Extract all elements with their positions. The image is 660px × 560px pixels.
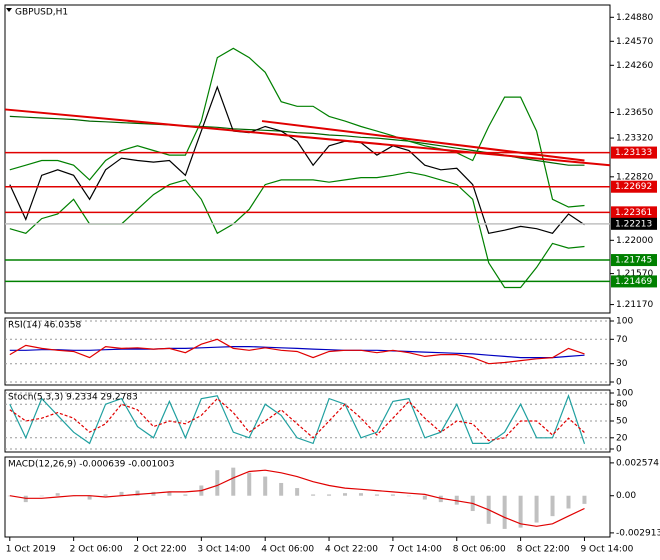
level-price-box (611, 254, 657, 267)
series-line (9, 397, 585, 442)
histogram-bar (582, 495, 587, 504)
histogram-bar (263, 476, 268, 496)
y-tick-label: 80 (616, 400, 628, 410)
y-tick-label: 1.22000 (616, 236, 653, 246)
y-tick-label: 1.21170 (616, 300, 653, 310)
series-line (9, 394, 586, 445)
y-tick-label: -0.002913 (616, 528, 660, 538)
series-line (9, 338, 585, 365)
histogram-bar (438, 495, 443, 503)
histogram-bar (358, 493, 363, 496)
y-tick-label: 1.21570 (616, 269, 653, 279)
histogram-bar (151, 491, 156, 496)
histogram-bar (119, 491, 124, 496)
histogram-bar (279, 482, 284, 496)
y-tick-label: 70 (616, 335, 628, 345)
histogram-bar (311, 494, 316, 496)
histogram-bar (295, 488, 300, 496)
x-tick-label: 3 Oct 14:00 (197, 545, 250, 555)
series-line (9, 47, 585, 208)
y-tick-label: 50 (616, 417, 628, 427)
y-tick-label: 1.23320 (616, 134, 653, 144)
level-price-box (611, 275, 657, 288)
histogram-bar (406, 495, 411, 497)
trend-line (261, 120, 585, 162)
x-tick-label: 8 Oct 06:00 (453, 545, 506, 555)
level-price-label: 1.21469 (615, 277, 652, 287)
menu-arrow[interactable] (6, 8, 12, 12)
level-price-box (611, 180, 657, 193)
y-tick-label: 30 (616, 359, 628, 369)
x-tick-label: 4 Oct 22:00 (325, 545, 378, 555)
panel-title: RSI(14) 46.0358 (8, 321, 81, 331)
x-tick-label: 4 Oct 06:00 (261, 545, 314, 555)
trend-line (4, 108, 611, 167)
histogram-bar (87, 495, 92, 500)
histogram-bar (23, 495, 28, 503)
panel-title: GBPUSD,H1 (15, 8, 68, 18)
y-tick-label: 1.24880 (616, 13, 653, 23)
level-price-box (611, 217, 657, 230)
histogram-bar (566, 495, 571, 509)
level-price-label: 1.21745 (615, 256, 652, 266)
y-tick-label: 100 (616, 389, 633, 399)
panel-title: Stoch(5,3,3) 9.2334 29.2783 (8, 393, 138, 403)
x-tick-label: 1 Oct 2019 (6, 545, 56, 555)
level-price-box (611, 206, 657, 219)
histogram-bar (422, 495, 427, 500)
histogram-bar (55, 493, 60, 496)
x-tick-label: 2 Oct 06:00 (70, 545, 123, 555)
y-tick-label: 1.24570 (616, 37, 653, 47)
series-line (9, 346, 585, 359)
panel-frame (4, 456, 611, 538)
y-tick-label: 1.22820 (616, 172, 653, 182)
series-line (9, 85, 585, 234)
x-tick-label: 2 Oct 22:00 (133, 545, 186, 555)
histogram-bar (183, 494, 188, 496)
histogram-bar (247, 472, 252, 496)
y-tick-label: 100 (616, 317, 633, 327)
level-price-box (611, 146, 657, 159)
histogram-bar (135, 490, 140, 496)
histogram-bar (374, 494, 379, 496)
panel-frame (4, 317, 611, 386)
histogram-bar (518, 495, 523, 528)
x-tick-label: 7 Oct 14:00 (389, 545, 442, 555)
level-price-label: 1.22692 (615, 182, 652, 192)
series-line (9, 469, 585, 527)
panel-title: MACD(12,26,9) -0.000639 -0.001003 (8, 460, 174, 470)
y-tick-label: 20 (616, 433, 628, 443)
y-tick-label: 0.00 (616, 491, 636, 501)
y-tick-label: 1.23650 (616, 108, 653, 118)
histogram-bar (502, 495, 507, 529)
histogram-bar (390, 494, 395, 496)
histogram-bar (327, 494, 332, 496)
level-price-label: 1.23133 (615, 148, 652, 158)
y-tick-label: 1.24260 (616, 61, 653, 71)
y-tick-label: 0 (616, 445, 622, 455)
histogram-bar (215, 470, 220, 496)
level-price-label: 1.22361 (615, 208, 652, 218)
histogram-bar (39, 495, 44, 497)
histogram-bar (343, 493, 348, 496)
x-tick-label: 8 Oct 22:00 (517, 545, 570, 555)
panel-frame (4, 4, 611, 314)
histogram-bar (534, 495, 539, 523)
histogram-bar (167, 491, 172, 496)
histogram-bar (550, 495, 555, 517)
histogram-bar (103, 494, 108, 496)
level-price-label: 1.22213 (615, 219, 652, 229)
y-tick-label: 0 (616, 378, 622, 388)
histogram-bar (231, 467, 236, 496)
y-tick-label: 0.002574 (616, 458, 659, 468)
x-tick-label: 9 Oct 14:00 (580, 545, 633, 555)
